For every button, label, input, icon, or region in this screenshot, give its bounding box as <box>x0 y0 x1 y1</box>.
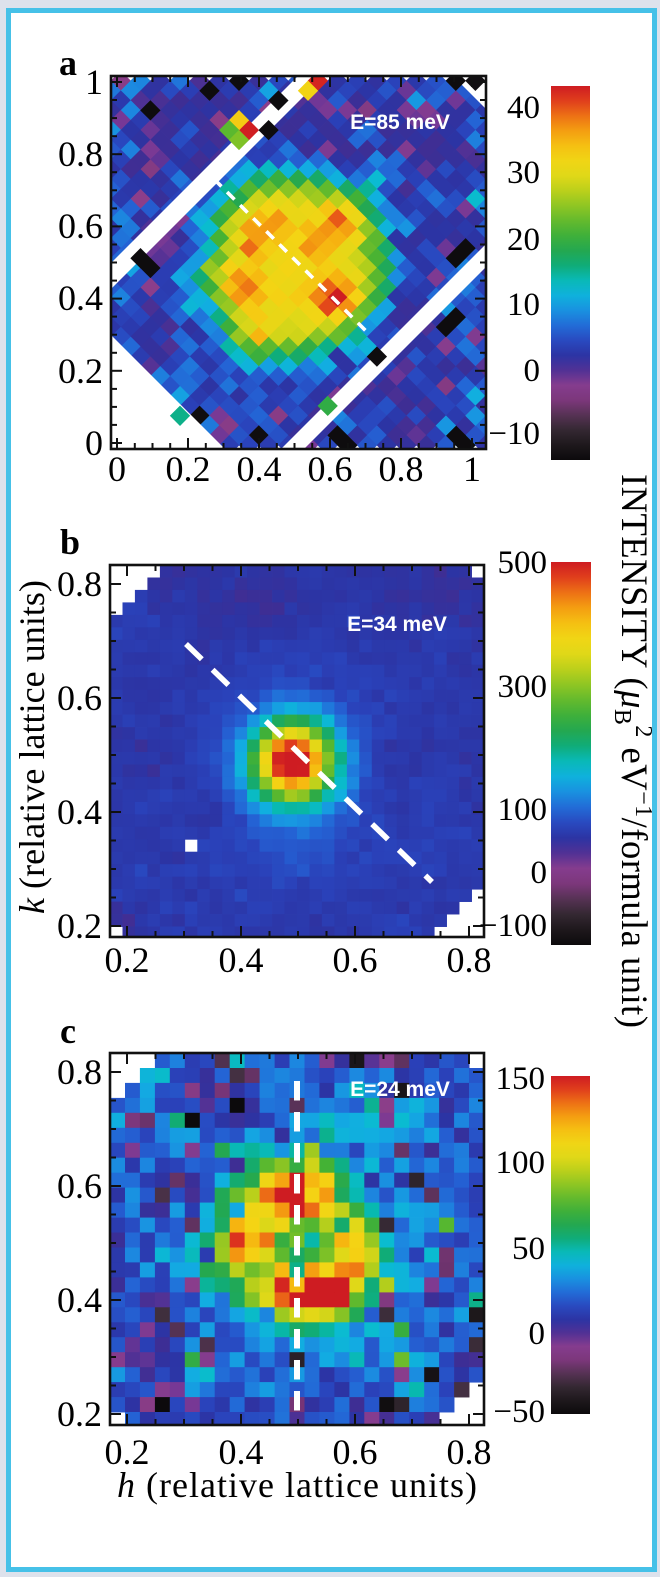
svg-text:0.4: 0.4 <box>219 940 264 980</box>
svg-text:0.8: 0.8 <box>57 1052 102 1092</box>
svg-text:0.2: 0.2 <box>105 1432 150 1472</box>
svg-text:h (relative lattice units): h (relative lattice units) <box>117 1465 477 1505</box>
svg-text:0.8: 0.8 <box>447 940 492 980</box>
svg-text:50: 50 <box>512 1231 545 1267</box>
svg-text:1: 1 <box>85 62 103 102</box>
svg-text:150: 150 <box>496 1061 546 1097</box>
svg-text:0.4: 0.4 <box>57 792 102 832</box>
svg-text:E=85 meV: E=85 meV <box>350 111 450 134</box>
svg-text:0.8: 0.8 <box>58 134 103 174</box>
svg-text:0: 0 <box>108 449 126 489</box>
svg-text:0.2: 0.2 <box>105 940 150 980</box>
svg-text:INTENSITY (μB2 eV−1/formula un: INTENSITY (μB2 eV−1/formula unit) <box>609 474 656 1028</box>
svg-text:E=24 meV: E=24 meV <box>350 1078 450 1101</box>
svg-text:0.6: 0.6 <box>58 206 103 246</box>
svg-text:0.4: 0.4 <box>57 1280 102 1320</box>
svg-text:0.6: 0.6 <box>57 678 102 718</box>
svg-text:0.8: 0.8 <box>57 564 102 604</box>
svg-text:c: c <box>60 1011 76 1051</box>
svg-text:0: 0 <box>531 855 548 891</box>
svg-text:0: 0 <box>529 1316 546 1352</box>
svg-text:20: 20 <box>507 222 540 258</box>
svg-text:−50: −50 <box>493 1394 545 1430</box>
svg-text:0: 0 <box>85 423 103 463</box>
svg-text:a: a <box>59 43 77 83</box>
svg-text:0.4: 0.4 <box>58 278 103 318</box>
svg-text:30: 30 <box>507 155 540 191</box>
svg-text:−10: −10 <box>488 416 540 452</box>
svg-text:0.4: 0.4 <box>237 449 282 489</box>
svg-text:0.2: 0.2 <box>166 449 211 489</box>
svg-text:0: 0 <box>524 353 541 389</box>
svg-text:100: 100 <box>496 1145 546 1181</box>
svg-text:0.6: 0.6 <box>333 1432 378 1472</box>
svg-text:0.6: 0.6 <box>333 940 378 980</box>
svg-text:0.2: 0.2 <box>57 906 102 946</box>
svg-text:100: 100 <box>498 792 548 828</box>
svg-text:300: 300 <box>498 669 548 705</box>
svg-text:k (relative lattice units): k (relative lattice units) <box>12 580 52 914</box>
svg-text:1: 1 <box>463 449 481 489</box>
svg-text:b: b <box>60 522 80 562</box>
svg-text:0.8: 0.8 <box>379 449 424 489</box>
svg-text:10: 10 <box>507 287 540 323</box>
svg-text:0.8: 0.8 <box>447 1432 492 1472</box>
svg-text:E=34 meV: E=34 meV <box>347 613 447 636</box>
svg-text:500: 500 <box>498 545 548 581</box>
svg-text:0.4: 0.4 <box>219 1432 264 1472</box>
svg-text:0.2: 0.2 <box>57 1394 102 1434</box>
svg-text:0.6: 0.6 <box>308 449 353 489</box>
svg-text:−100: −100 <box>479 908 547 944</box>
svg-text:0.6: 0.6 <box>57 1166 102 1206</box>
svg-text:0.2: 0.2 <box>58 351 103 391</box>
svg-text:40: 40 <box>507 90 540 126</box>
